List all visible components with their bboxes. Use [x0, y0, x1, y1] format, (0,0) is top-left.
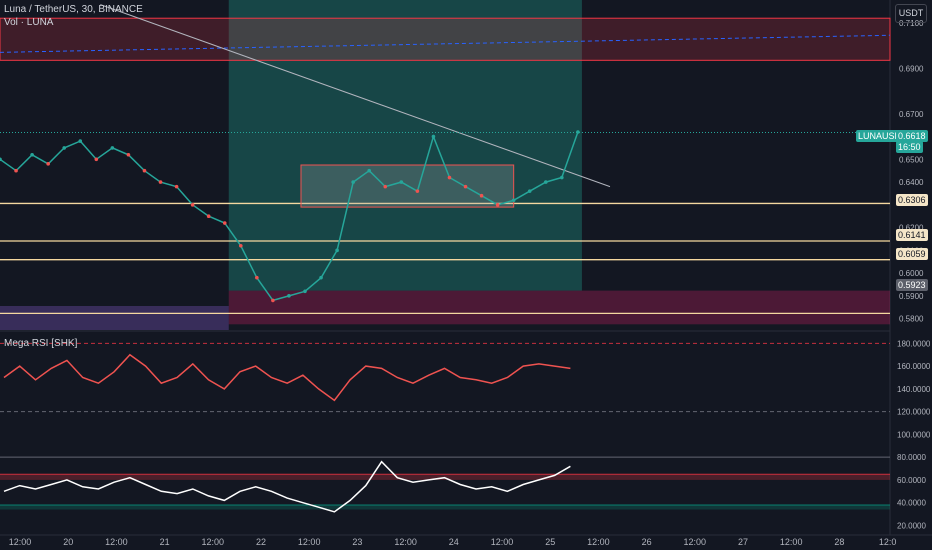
price-point	[206, 214, 211, 219]
price-point	[78, 139, 83, 143]
time-tick-label: 24	[449, 537, 459, 547]
time-tick-label: 12:00	[105, 537, 128, 547]
price-point	[110, 146, 115, 150]
price-point	[415, 189, 420, 193]
price-point	[62, 146, 67, 150]
time-tick-label: 12:00	[684, 537, 707, 547]
price-point	[222, 221, 227, 225]
time-tick-label: 12:00	[587, 537, 610, 547]
time-tick-label: 22	[256, 537, 266, 547]
countdown-tag: 16:50	[896, 141, 923, 153]
time-tick-label: 12:00	[298, 537, 321, 547]
level-tag-4: 0.5923	[896, 279, 928, 291]
price-point	[543, 180, 548, 184]
price-tick-label: 0.5900	[899, 292, 924, 301]
osc-tick-label: 40.0000	[897, 499, 926, 508]
osc-lower-band	[0, 504, 890, 510]
price-point	[527, 189, 532, 193]
resistance-zone	[0, 17, 891, 61]
price-point	[14, 168, 18, 173]
osc-tick-label: 20.0000	[897, 521, 926, 530]
level-tag-1: 0.6306	[896, 194, 928, 206]
osc-tick-label: 180.0000	[897, 339, 931, 348]
price-point	[0, 157, 2, 162]
price-point	[255, 275, 259, 280]
price-point	[271, 298, 275, 303]
price-point	[46, 162, 50, 166]
price-point	[319, 275, 323, 280]
descending-trendline	[100, 4, 611, 188]
time-tick-label: 27	[738, 537, 748, 547]
osc-tick-label: 140.0000	[897, 385, 931, 394]
indicator-title: Mega RSI [SHK]	[4, 338, 78, 349]
osc-tick-label: 160.0000	[897, 362, 931, 371]
osc-tick-label: 60.0000	[897, 476, 926, 485]
price-tick-label: 0.6900	[899, 64, 924, 73]
time-tick-label: 12:00	[491, 537, 514, 547]
osc-tick-label: 120.0000	[897, 408, 931, 417]
long-target-zone	[228, 0, 582, 291]
price-tick-label: 0.6500	[899, 155, 924, 164]
time-tick-label: 26	[642, 537, 652, 547]
osc-tick-label: 100.0000	[897, 430, 931, 439]
currency-button[interactable]: USDT	[895, 4, 927, 23]
price-point	[94, 157, 99, 162]
price-tick-label: 0.6000	[899, 269, 924, 278]
price-point	[126, 152, 131, 157]
price-point	[190, 203, 195, 207]
time-tick-label: 23	[352, 537, 362, 547]
price-tick-label: 0.6700	[899, 110, 924, 119]
last-price-symbol-tag: LUNAUSDT	[856, 130, 909, 142]
price-point	[142, 168, 147, 173]
volume-band	[0, 306, 229, 330]
price-point	[158, 180, 163, 184]
time-tick-label: 12:00	[9, 537, 32, 547]
price-point	[174, 184, 179, 189]
price-point	[335, 248, 339, 253]
price-point	[383, 184, 388, 189]
price-point	[399, 180, 404, 184]
price-tick-label: 0.5800	[899, 315, 924, 324]
time-tick-label: 12:00	[202, 537, 225, 547]
price-point	[479, 193, 484, 198]
last-price-tag: 0.6618	[896, 130, 928, 142]
price-point	[238, 243, 243, 248]
price-tick-label: 0.6400	[899, 178, 924, 187]
price-point	[351, 180, 355, 184]
price-point	[447, 175, 452, 180]
time-tick-label: 12:00	[780, 537, 803, 547]
price-point	[463, 184, 468, 189]
time-tick-label: 28	[834, 537, 844, 547]
price-point	[511, 198, 516, 203]
price-point	[495, 203, 500, 207]
long-stop-zone	[228, 290, 890, 325]
osc-upper-band	[0, 474, 890, 480]
price-point	[431, 134, 436, 139]
price-point	[287, 294, 291, 298]
time-tick-label: 12:00	[394, 537, 417, 547]
price-point	[30, 152, 34, 157]
osc-series-2	[3, 460, 571, 513]
dashed-projection-line	[0, 34, 891, 53]
price-tick-label: 0.7100	[899, 19, 924, 28]
osc-series-1	[3, 353, 571, 402]
price-point	[367, 168, 372, 173]
price-point	[303, 289, 307, 294]
level-tag-3: 0.6059	[896, 248, 928, 260]
volume-title: Vol · LUNA	[4, 17, 54, 28]
level-tag-2: 0.6141	[896, 229, 928, 241]
symbol-title: Luna / TetherUS, 30, BINANCE	[4, 4, 143, 15]
time-tick-label: 21	[160, 537, 170, 547]
price-tick-label: 0.6200	[899, 224, 924, 233]
time-tick-label: 20	[63, 537, 73, 547]
time-tick-label: 25	[545, 537, 555, 547]
time-tick-label: 12:0	[879, 537, 897, 547]
osc-tick-label: 80.0000	[897, 453, 926, 462]
price-point	[560, 175, 564, 180]
